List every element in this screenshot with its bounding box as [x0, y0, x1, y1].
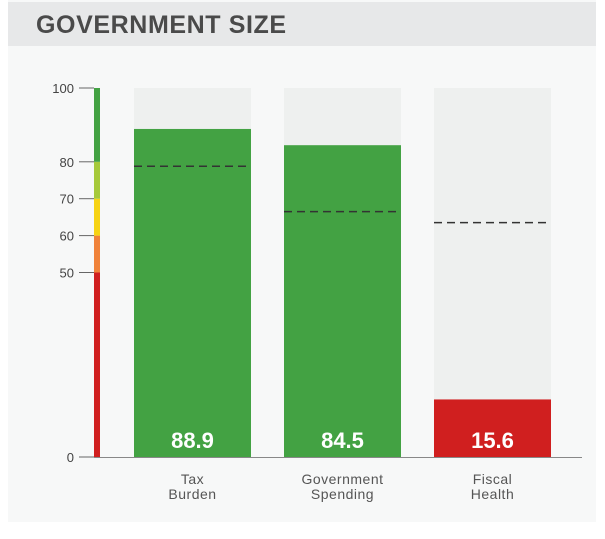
- y-tick-label: 60: [60, 229, 74, 244]
- scale-band-1: [94, 235, 100, 273]
- y-tick-label: 80: [60, 155, 74, 170]
- scale-band-3: [94, 161, 100, 199]
- category-label: Government: [301, 471, 383, 487]
- bars: 88.9 84.5 15.6: [134, 88, 551, 458]
- category-label: Tax: [181, 471, 204, 487]
- scale-band-2: [94, 198, 100, 236]
- bar-track: [434, 88, 551, 457]
- bar-value-label: 84.5: [321, 428, 364, 453]
- chart-header: GOVERNMENT SIZE: [8, 2, 596, 46]
- scale-band-0: [94, 272, 100, 457]
- bar-value-label: 88.9: [171, 428, 214, 453]
- y-axis: 0 50 60 70 80 100: [52, 81, 582, 465]
- category-label: Fiscal: [473, 471, 513, 487]
- category-label: Spending: [311, 486, 374, 502]
- y-tick-label: 0: [67, 450, 74, 465]
- color-scale: [94, 88, 100, 457]
- category-label: Health: [471, 486, 514, 502]
- bar: [284, 145, 401, 457]
- y-tick-label: 50: [60, 266, 74, 281]
- y-tick-label: 70: [60, 192, 74, 207]
- chart-title: GOVERNMENT SIZE: [36, 11, 287, 39]
- category-label: Burden: [168, 486, 216, 502]
- bar: [134, 128, 251, 458]
- y-tick-label: 100: [52, 81, 74, 96]
- bar-value-label: 15.6: [471, 428, 514, 453]
- bar: [434, 399, 551, 457]
- scale-band-4: [94, 88, 100, 162]
